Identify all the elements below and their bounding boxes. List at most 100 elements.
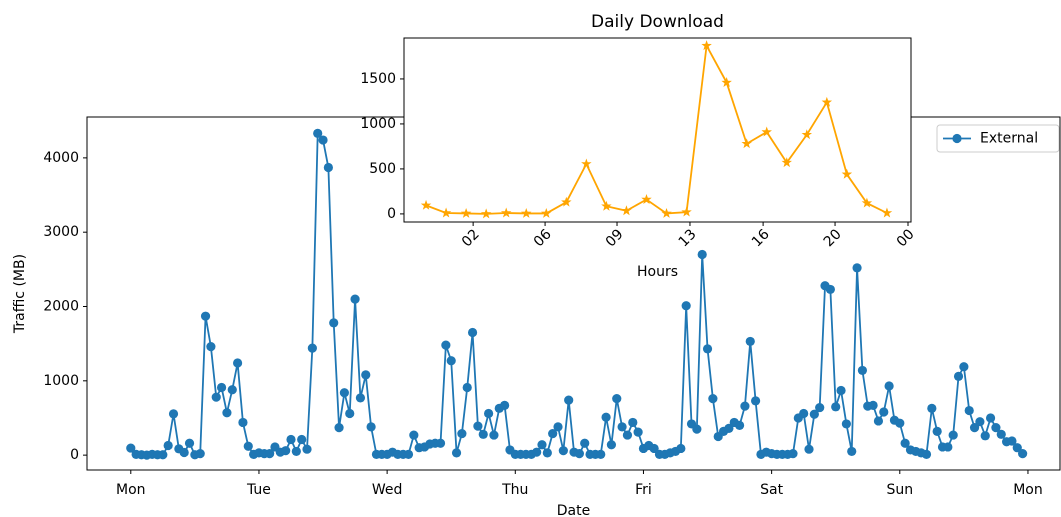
marker: [473, 421, 483, 431]
marker: [612, 394, 622, 404]
marker: [884, 381, 894, 391]
marker: [873, 416, 884, 426]
marker: [881, 207, 893, 218]
marker: [163, 440, 173, 451]
marker: [991, 423, 1001, 433]
marker: [553, 422, 563, 432]
marker: [355, 393, 366, 403]
marker: [740, 401, 750, 411]
y-tick-label: 1000: [43, 373, 79, 389]
axes-frame: [403, 37, 912, 223]
marker: [307, 343, 317, 353]
marker: [195, 449, 205, 459]
marker: [435, 438, 446, 448]
marker: [861, 197, 873, 208]
legend: External: [936, 124, 1060, 153]
y-tick-label: 500: [369, 161, 396, 177]
marker: [532, 447, 542, 457]
marker: [541, 207, 552, 218]
marker: [741, 138, 752, 149]
marker: [697, 249, 707, 260]
marker: [681, 206, 692, 217]
marker: [661, 207, 672, 218]
marker: [500, 207, 512, 218]
marker: [975, 417, 985, 427]
marker: [302, 444, 312, 454]
marker: [692, 424, 702, 434]
marker: [628, 417, 638, 428]
marker: [200, 311, 211, 321]
marker: [521, 207, 532, 218]
marker: [596, 449, 606, 459]
marker: [641, 194, 652, 204]
marker: [420, 199, 432, 210]
marker: [440, 207, 452, 218]
marker: [158, 450, 168, 460]
marker: [361, 370, 371, 380]
marker: [841, 419, 851, 429]
x-tick-label: Fri: [635, 482, 652, 498]
marker: [483, 408, 494, 419]
marker: [676, 443, 686, 454]
marker: [184, 438, 195, 448]
marker: [801, 129, 813, 140]
marker: [339, 388, 350, 398]
marker: [681, 301, 691, 311]
marker: [451, 448, 462, 458]
marker: [969, 423, 980, 433]
marker: [721, 77, 732, 87]
marker: [462, 382, 472, 393]
marker: [323, 162, 333, 173]
marker: [751, 396, 761, 406]
marker: [350, 294, 360, 304]
x-axis-label: Date: [557, 503, 590, 517]
marker: [948, 430, 958, 440]
marker: [227, 385, 237, 395]
marker: [868, 400, 878, 410]
marker: [206, 342, 216, 352]
marker: [649, 443, 659, 454]
x-tick-label: Sun: [886, 482, 913, 498]
marker: [238, 417, 248, 428]
plot: [126, 128, 1028, 460]
marker: [836, 385, 846, 396]
y-tick-label: 0: [70, 447, 79, 463]
marker: [329, 318, 339, 328]
marker: [581, 158, 592, 169]
marker: [633, 427, 643, 437]
marker: [606, 440, 617, 450]
marker: [953, 371, 964, 381]
marker: [537, 440, 547, 450]
series-line: [425, 42, 888, 215]
marker: [964, 405, 974, 416]
marker: [542, 448, 552, 458]
marker: [222, 408, 232, 418]
marker: [702, 344, 713, 354]
marker: [313, 128, 323, 138]
marker: [724, 423, 734, 433]
marker: [985, 413, 996, 423]
x-tick-label: Sat: [760, 482, 783, 498]
marker: [558, 446, 568, 456]
marker: [460, 207, 472, 218]
marker: [622, 430, 633, 440]
marker: [548, 428, 558, 439]
marker: [799, 408, 809, 419]
marker: [841, 168, 853, 179]
x-axis-label: Hours: [637, 264, 678, 280]
marker: [900, 438, 910, 448]
marker: [403, 449, 414, 459]
marker: [126, 443, 136, 453]
marker: [291, 446, 301, 457]
marker: [996, 429, 1006, 439]
legend-label: External: [980, 131, 1038, 147]
marker: [821, 96, 833, 107]
marker: [601, 412, 611, 422]
marker: [932, 426, 942, 436]
marker: [734, 420, 745, 431]
marker: [500, 400, 510, 410]
marker: [1012, 443, 1022, 453]
marker: [943, 442, 953, 452]
marker: [265, 449, 275, 459]
